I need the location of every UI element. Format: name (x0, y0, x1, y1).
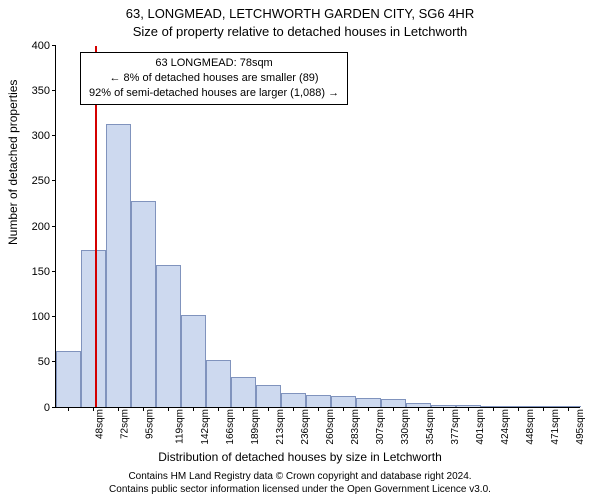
x-tick-mark (118, 407, 119, 411)
y-tick-label: 0 (44, 402, 56, 414)
y-tick-label: 250 (32, 175, 56, 187)
x-tick-mark (393, 407, 394, 411)
x-tick-mark (418, 407, 419, 411)
x-tick-label: 236sqm (298, 409, 311, 445)
x-tick-mark (268, 407, 269, 411)
x-tick-label: 213sqm (273, 409, 286, 445)
x-tick-mark (218, 407, 219, 411)
histogram-bar (181, 315, 206, 407)
x-axis-label: Distribution of detached houses by size … (0, 450, 600, 464)
attribution-line1: Contains HM Land Registry data © Crown c… (0, 471, 600, 484)
plot-area: 05010015020025030035040048sqm72sqm95sqm1… (55, 46, 580, 408)
x-tick-mark (193, 407, 194, 411)
chart-title-sub: Size of property relative to detached ho… (0, 24, 600, 39)
x-tick-label: 142sqm (198, 409, 211, 445)
x-tick-label: 354sqm (423, 409, 436, 445)
y-tick-mark (52, 135, 56, 136)
x-tick-label: 424sqm (498, 409, 511, 445)
chart-title-main: 63, LONGMEAD, LETCHWORTH GARDEN CITY, SG… (0, 6, 600, 21)
x-tick-label: 330sqm (398, 409, 411, 445)
y-tick-label: 150 (32, 266, 56, 278)
histogram-bar (81, 250, 106, 407)
histogram-bar (231, 377, 256, 407)
x-tick-label: 119sqm (172, 409, 185, 444)
histogram-bar (206, 360, 231, 407)
x-tick-label: 260sqm (323, 409, 336, 445)
x-tick-label: 471sqm (548, 409, 561, 445)
y-tick-mark (52, 180, 56, 181)
attribution-line2: Contains public sector information licen… (0, 484, 600, 497)
y-tick-label: 50 (38, 356, 56, 368)
y-tick-mark (52, 226, 56, 227)
x-tick-label: 95sqm (142, 409, 155, 439)
y-tick-mark (52, 316, 56, 317)
histogram-bar (156, 265, 181, 407)
attribution-text: Contains HM Land Registry data © Crown c… (0, 471, 600, 496)
histogram-bar (106, 124, 131, 407)
annotation-line2: ← 8% of detached houses are smaller (89) (89, 71, 339, 86)
histogram-bar (256, 385, 281, 407)
y-tick-mark (52, 45, 56, 46)
x-tick-mark (243, 407, 244, 411)
x-tick-label: 48sqm (92, 409, 105, 439)
x-tick-label: 166sqm (223, 409, 236, 445)
histogram-bar (56, 351, 81, 407)
x-tick-label: 495sqm (573, 409, 586, 445)
histogram-bar (131, 201, 156, 407)
y-tick-label: 350 (32, 85, 56, 97)
x-tick-mark (293, 407, 294, 411)
histogram-bar (306, 395, 331, 407)
x-tick-label: 448sqm (523, 409, 536, 445)
x-tick-mark (568, 407, 569, 411)
x-tick-mark (143, 407, 144, 411)
x-tick-mark (493, 407, 494, 411)
x-tick-mark (343, 407, 344, 411)
x-tick-mark (168, 407, 169, 411)
x-tick-mark (68, 407, 69, 411)
x-tick-label: 377sqm (448, 409, 461, 445)
x-tick-mark (368, 407, 369, 411)
y-tick-mark (52, 90, 56, 91)
x-tick-label: 283sqm (348, 409, 361, 445)
x-tick-mark (93, 407, 94, 411)
y-tick-label: 100 (32, 311, 56, 323)
annotation-line3: 92% of semi-detached houses are larger (… (89, 86, 339, 101)
x-tick-label: 72sqm (117, 409, 130, 439)
x-tick-mark (318, 407, 319, 411)
x-tick-mark (443, 407, 444, 411)
histogram-bar (331, 396, 356, 407)
property-size-chart: 63, LONGMEAD, LETCHWORTH GARDEN CITY, SG… (0, 0, 600, 500)
y-tick-label: 300 (32, 130, 56, 142)
y-tick-label: 400 (32, 40, 56, 52)
x-tick-label: 189sqm (248, 409, 261, 445)
annotation-box: 63 LONGMEAD: 78sqm ← 8% of detached hous… (80, 52, 348, 105)
y-tick-mark (52, 271, 56, 272)
x-tick-label: 307sqm (373, 409, 386, 445)
y-tick-label: 200 (32, 221, 56, 233)
x-tick-mark (518, 407, 519, 411)
annotation-line1: 63 LONGMEAD: 78sqm (89, 56, 339, 71)
histogram-bar (356, 398, 381, 407)
x-tick-mark (468, 407, 469, 411)
histogram-bar (381, 399, 406, 407)
y-axis-label: Number of detached properties (6, 80, 20, 245)
x-tick-label: 401sqm (473, 409, 486, 445)
x-tick-mark (543, 407, 544, 411)
histogram-bar (281, 393, 306, 407)
